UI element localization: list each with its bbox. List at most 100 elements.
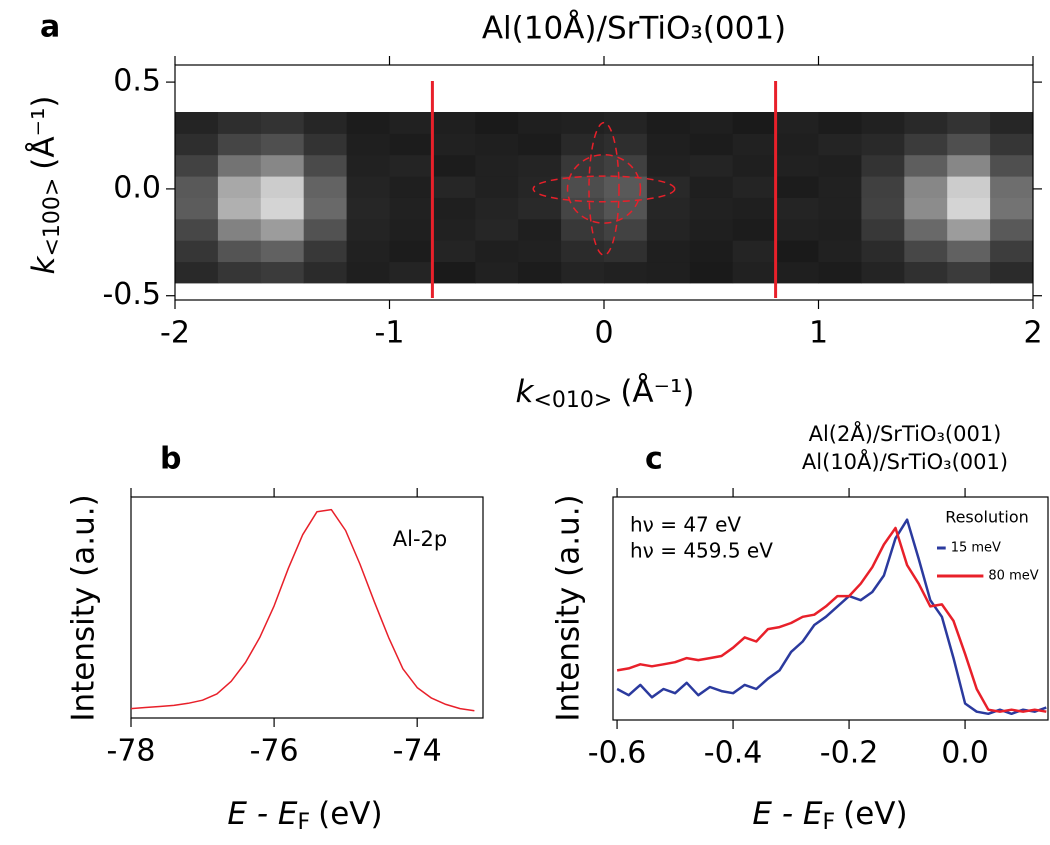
heatmap-cell: [518, 261, 562, 284]
heatmap-cell: [732, 112, 777, 134]
heatmap-cell: [604, 112, 648, 134]
heatmap-cell: [432, 176, 476, 198]
heatmap-cell: [818, 176, 862, 198]
heatmap-cell: [217, 240, 262, 263]
heatmap-cell: [947, 133, 991, 156]
heatmap-cell: [861, 261, 905, 284]
heatmap-cell: [904, 133, 948, 156]
heatmap-cell: [947, 176, 991, 198]
heatmap-cell: [475, 154, 519, 177]
panel-label: c: [645, 442, 663, 477]
heatmap-cell: [260, 112, 305, 134]
heatmap-cell: [346, 112, 390, 134]
resolution-title: Resolution: [945, 508, 1029, 527]
heatmap-cell: [732, 261, 777, 284]
heatmap-cell: [818, 197, 862, 220]
heatmap-cell: [947, 197, 991, 220]
contour: [532, 175, 676, 203]
heatmap-cell: [389, 218, 433, 241]
heatmap-cell: [904, 154, 948, 177]
heatmap-cell: [432, 197, 476, 220]
heatmap-cell: [604, 261, 648, 284]
heatmap-cell: [689, 112, 734, 134]
axis-symbol: k: [516, 374, 535, 410]
heatmap-cell: [604, 176, 648, 198]
data-line: [616, 526, 1047, 713]
heatmap-cell: [475, 218, 519, 241]
heatmap-cell: [260, 197, 305, 220]
heatmap-cell: [947, 240, 991, 263]
heatmap-cell: [990, 218, 1034, 241]
heatmap-cell: [818, 112, 862, 134]
x-tick-label: -0.4: [704, 736, 763, 771]
x-tick-label: 0.0: [941, 736, 989, 771]
heatmap-cell: [432, 154, 476, 177]
heatmap-cell: [175, 197, 219, 220]
chart-title: Al(10Å)/SrTiO₃(001): [482, 11, 786, 47]
axis-subscript: <010>: [533, 388, 612, 413]
heatmap-cell: [861, 218, 905, 241]
x-tick-label: 1: [809, 316, 828, 351]
heatmap-cell: [217, 218, 262, 241]
heatmap-cell: [217, 133, 262, 156]
heatmap-cell: [432, 218, 476, 241]
heatmap-cell: [732, 240, 777, 263]
heatmap-cell: [947, 261, 991, 284]
heatmap-cell: [303, 218, 348, 241]
heatmap-cell: [475, 240, 519, 263]
heatmap-cell: [904, 218, 948, 241]
heatmap-cell: [689, 240, 734, 263]
heatmap-cell: [990, 197, 1034, 220]
heatmap-cell: [175, 218, 219, 241]
heatmap-cell: [646, 133, 691, 156]
axis-label: k<100> (Å⁻¹): [26, 96, 66, 275]
x-tick-label: 2: [1023, 316, 1042, 351]
heatmap-cell: [990, 154, 1034, 177]
heatmap-cell: [775, 133, 819, 156]
heatmap-cell: [775, 112, 819, 134]
annotation: Al-2p: [393, 527, 447, 551]
heatmap-cell: [303, 261, 348, 284]
heatmap-cell: [561, 218, 605, 241]
heatmap-cell: [518, 197, 562, 220]
annotation: hν = 47 eV: [630, 513, 741, 537]
heatmap-cell: [561, 240, 605, 263]
heatmap-cell: [646, 218, 691, 241]
heatmap-cell: [732, 197, 777, 220]
heatmap-cell: [432, 261, 476, 284]
heatmap-cell: [175, 261, 219, 284]
heatmap-cell: [646, 154, 691, 177]
heatmap-cell: [732, 133, 777, 156]
heatmap-cell: [904, 240, 948, 263]
heatmap-cell: [818, 218, 862, 241]
x-tick-label: -0.2: [820, 736, 879, 771]
plot-frame: [130, 496, 484, 719]
legend-entry: Al(10Å)/SrTiO₃(001): [802, 448, 1008, 474]
heatmap-cell: [689, 218, 734, 241]
axis-label: Intensity (a.u.): [66, 494, 102, 721]
heatmap-cell: [260, 218, 305, 241]
legend-entry: Al(2Å)/SrTiO₃(001): [809, 420, 1002, 446]
axis-unit: (eV): [843, 796, 907, 832]
heatmap-cell: [518, 133, 562, 156]
heatmap-cell: [818, 154, 862, 177]
heatmap-cell: [861, 240, 905, 263]
heatmap-cell: [389, 197, 433, 220]
heatmap-cell: [303, 240, 348, 263]
heatmap-cell: [303, 133, 348, 156]
axis-label: E - EF (eV): [227, 796, 382, 836]
heatmap-cell: [389, 133, 433, 156]
axis-subscript: F: [822, 810, 835, 835]
heatmap-cell: [518, 218, 562, 241]
axis-subscript: F: [297, 810, 310, 835]
heatmap-cell: [775, 154, 819, 177]
heatmap-cell: [346, 240, 390, 263]
heatmap-cell: [689, 261, 734, 284]
heatmap-cell: [689, 176, 734, 198]
heatmap-cell: [689, 197, 734, 220]
heatmap-cell: [389, 176, 433, 198]
heatmap-cell: [947, 112, 991, 134]
axis-label: E - EF (eV): [752, 796, 907, 836]
heatmap-cell: [775, 176, 819, 198]
